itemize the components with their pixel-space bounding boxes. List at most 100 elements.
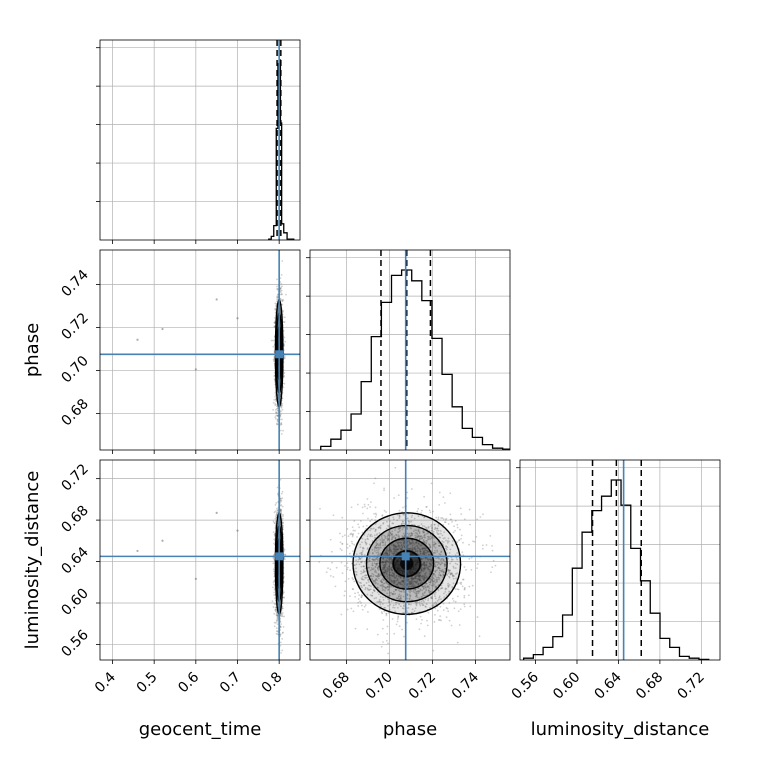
sample-point [283,382,286,385]
sample-point [276,509,279,512]
sample-point [284,340,287,343]
sample-point [447,569,450,572]
sample-point [283,597,285,599]
sample-point [274,417,277,420]
sample-point [422,557,425,560]
sample-point [279,625,282,628]
scatter-phase-vs-geocent_time [100,250,300,458]
sample-point [281,285,283,288]
sample-point [343,594,346,597]
sample-point [276,288,279,291]
sample-point [275,411,278,414]
sample-point [275,411,278,414]
sample-point [275,632,278,635]
sample-point [272,557,275,560]
sample-point [276,405,278,408]
sample-point [275,619,278,622]
outlier-point-2 [194,577,197,580]
sample-point [272,339,275,342]
sample-point [273,533,276,536]
sample-point [364,604,367,607]
sample-point [283,357,286,360]
outlier-point-0 [136,549,139,553]
sample-point [283,576,285,578]
sample-point [279,498,282,500]
sample-point [283,336,286,339]
sample-point [282,513,284,516]
sample-point [402,611,404,614]
sample-point [276,419,279,422]
sample-point [275,400,278,403]
sample-point [280,499,283,502]
sample-point [273,570,276,573]
sample-point [274,597,276,600]
sample-point [279,509,282,512]
sample-point [282,521,284,524]
sample-point [283,375,285,377]
sample-point [282,631,284,634]
sample-point [385,612,388,615]
sample-point [273,588,276,591]
sample-point [359,552,361,555]
sample-point [398,593,401,596]
sample-point [276,614,279,617]
sample-point [274,510,277,513]
sample-point [273,360,275,363]
sample-point [280,410,283,413]
sample-point [383,567,386,569]
sample-point [410,577,413,580]
sample-point [276,617,279,620]
sample-point [279,291,282,294]
sample-point [276,298,279,301]
sample-point [273,625,276,628]
sample-point [411,578,414,581]
sample-point [422,553,424,556]
sample-point [276,486,279,489]
sample-point [456,526,459,529]
sample-point [276,423,278,426]
sample-point [371,564,374,567]
sample-point [273,542,275,545]
sample-point [276,407,279,410]
sample-point [283,591,285,594]
sample-point [434,601,437,604]
sample-point [416,549,419,552]
sample-point [274,403,277,405]
sample-point [459,507,462,510]
sample-point [280,492,283,495]
sample-point [279,509,282,512]
sample-point [423,567,426,570]
sample-point [281,404,283,407]
sample-point [281,300,283,302]
sample-point [280,423,283,426]
sample-point [382,568,384,571]
sample-point [281,649,284,652]
sample-point [279,626,282,628]
sample-point [455,577,457,580]
sample-point [276,414,279,417]
sample-point [276,619,279,621]
sample-point [419,579,422,582]
sample-point [280,402,283,405]
sample-point [273,321,276,324]
sample-point [271,600,274,602]
histogram-luminosity_distance [522,460,710,660]
sample-point [275,412,278,415]
sample-point [277,456,279,458]
sample-point [279,621,282,624]
sample-point [282,522,285,525]
sample-point [283,356,286,358]
sample-point [281,612,284,614]
sample-point [282,298,285,301]
sample-point [276,285,278,288]
sample-point [282,626,285,628]
sample-point [280,274,283,276]
sample-point [272,562,275,565]
sample-point [280,289,283,292]
sample-point [279,504,282,507]
sample-point [273,591,276,594]
sample-point [281,505,284,508]
sample-point [443,563,446,565]
sample-point [274,416,277,419]
